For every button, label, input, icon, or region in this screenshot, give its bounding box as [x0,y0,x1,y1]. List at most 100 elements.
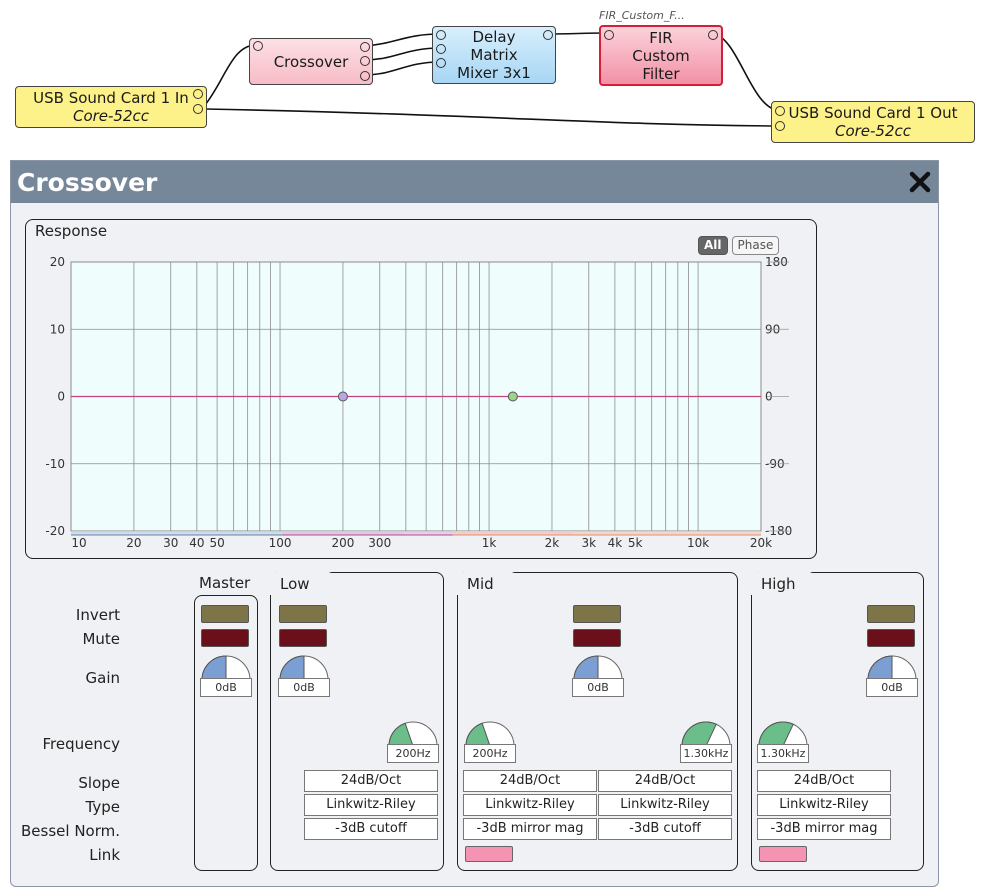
row-label-invert: Invert [75,606,120,624]
tab-phase[interactable]: Phase [731,236,780,255]
node-usb-sound-card-in[interactable]: USB Sound Card 1 In Core-52cc [15,86,207,128]
low-gain-knob[interactable]: 0dB [278,650,330,698]
master-label: Master [199,574,251,592]
low-bessel-select[interactable]: -3dB cutoff [304,818,438,840]
port-delay-in-2[interactable] [436,44,446,54]
knob-dial [279,655,329,681]
high-bessel-select[interactable]: -3dB mirror mag [757,818,891,840]
x-tick-label: 3k [581,536,596,550]
knob-dial [573,655,623,681]
mid-frequency-high-value: 1.30kHz [680,744,732,763]
mid-frequency-high-knob[interactable]: 1.30kHz [680,716,732,764]
crossover-handle-high [507,391,518,402]
low-group [270,572,444,871]
node-crossover-name: Crossover [273,52,349,71]
port-delay-in-1[interactable] [436,30,446,40]
mid-bessel-high-select[interactable]: -3dB cutoff [598,818,732,840]
row-label-frequency: Frequency [42,735,121,753]
mid-link-button[interactable] [465,846,513,862]
high-type-select[interactable]: Linkwitz-Riley [757,794,891,816]
port-fir-in[interactable] [604,30,614,40]
master-mute-button[interactable] [201,629,249,647]
low-invert-button[interactable] [279,605,327,623]
port-usb-in-out-1[interactable] [193,89,203,99]
tab-all[interactable]: All [698,236,728,255]
y-tick-label: 20 [50,255,65,269]
node-usb-in-sub: Core-52cc [72,107,150,125]
response-label: Response [35,222,108,240]
high-invert-button[interactable] [867,605,915,623]
knob-dial [465,721,515,747]
x-tick-label: 1k [482,536,497,550]
high-frequency-knob[interactable]: 1.30kHz [757,716,809,764]
x-tick-label: 100 [269,536,292,550]
high-link-button[interactable] [759,846,807,862]
x-tick-label: 50 [209,536,224,550]
master-invert-button[interactable] [201,605,249,623]
port-fir-out[interactable] [708,30,718,40]
y-tick-label: -20 [45,524,65,538]
response-group [25,219,817,559]
node-fir-custom-filter[interactable]: FIR Custom Filter [599,25,723,86]
master-gain-knob[interactable]: 0dB [200,650,252,698]
high-frequency-value: 1.30kHz [757,744,809,763]
crossover-handle-low [337,391,348,402]
mid-bessel-low-select[interactable]: -3dB mirror mag [463,818,597,840]
high-slope-select[interactable]: 24dB/Oct [757,770,891,792]
high-label: High [761,575,796,593]
node-fir-line1: FIR [649,28,673,47]
x-tick-label: 4k [608,536,623,550]
high-gain-knob[interactable]: 0dB [866,650,918,698]
node-usb-sound-card-out[interactable]: USB Sound Card 1 Out Core-52cc [771,101,975,143]
mid-group [457,572,738,871]
port-delay-out[interactable] [543,30,553,40]
high-mute-button[interactable] [867,629,915,647]
mid-type-low-select[interactable]: Linkwitz-Riley [463,794,597,816]
low-gain-value: 0dB [278,678,330,697]
x-tick-label: 40 [189,536,204,550]
mid-mute-button[interactable] [573,629,621,647]
port-usb-out-in-1[interactable] [775,106,785,116]
crossover-panel: Crossover Response All Phase 20 10 0 -10 -20… [10,160,939,887]
knob-dial [867,655,917,681]
knob-dial [681,721,731,747]
mid-gain-knob[interactable]: 0dB [572,650,624,698]
row-label-mute: Mute [82,630,120,648]
high-group [751,572,924,871]
mid-invert-button[interactable] [573,605,621,623]
node-fir-tag: FIR_Custom_F... [599,9,685,22]
node-delay-line2: Matrix [470,46,518,64]
port-delay-in-3[interactable] [436,58,446,68]
low-mute-button[interactable] [279,629,327,647]
port-crossover-out-1[interactable] [360,42,370,52]
port-crossover-out-2[interactable] [360,56,370,66]
port-usb-out-in-2[interactable] [775,121,785,131]
mid-type-high-select[interactable]: Linkwitz-Riley [598,794,732,816]
low-frequency-knob[interactable]: 200Hz [387,716,439,764]
low-slope-select[interactable]: 24dB/Oct [304,770,438,792]
row-label-link: Link [89,846,120,864]
mid-slope-high-select[interactable]: 24dB/Oct [598,770,732,792]
close-icon[interactable] [908,170,932,194]
port-crossover-in[interactable] [253,41,263,51]
node-usb-out-sub: Core-52cc [834,122,912,140]
node-delay-line3: Mixer 3x1 [457,64,531,82]
node-usb-out-name: USB Sound Card 1 Out [788,104,958,122]
node-delay-matrix-mixer[interactable]: Delay Matrix Mixer 3x1 [432,26,556,84]
mid-frequency-low-knob[interactable]: 200Hz [464,716,516,764]
mid-slope-low-select[interactable]: 24dB/Oct [463,770,597,792]
y-tick-label: 0 [57,390,65,404]
y-tick-label: -10 [45,457,65,471]
x-tick-label: 5k [628,536,643,550]
y-tick-label: 10 [50,322,65,336]
low-frequency-value: 200Hz [387,744,439,763]
low-type-select[interactable]: Linkwitz-Riley [304,794,438,816]
port-crossover-out-3[interactable] [360,71,370,81]
node-crossover[interactable]: Crossover [249,38,373,85]
mid-label: Mid [467,575,494,593]
port-usb-in-out-2[interactable] [193,104,203,114]
master-group [194,595,258,871]
node-fir-line2: Custom [632,46,690,65]
